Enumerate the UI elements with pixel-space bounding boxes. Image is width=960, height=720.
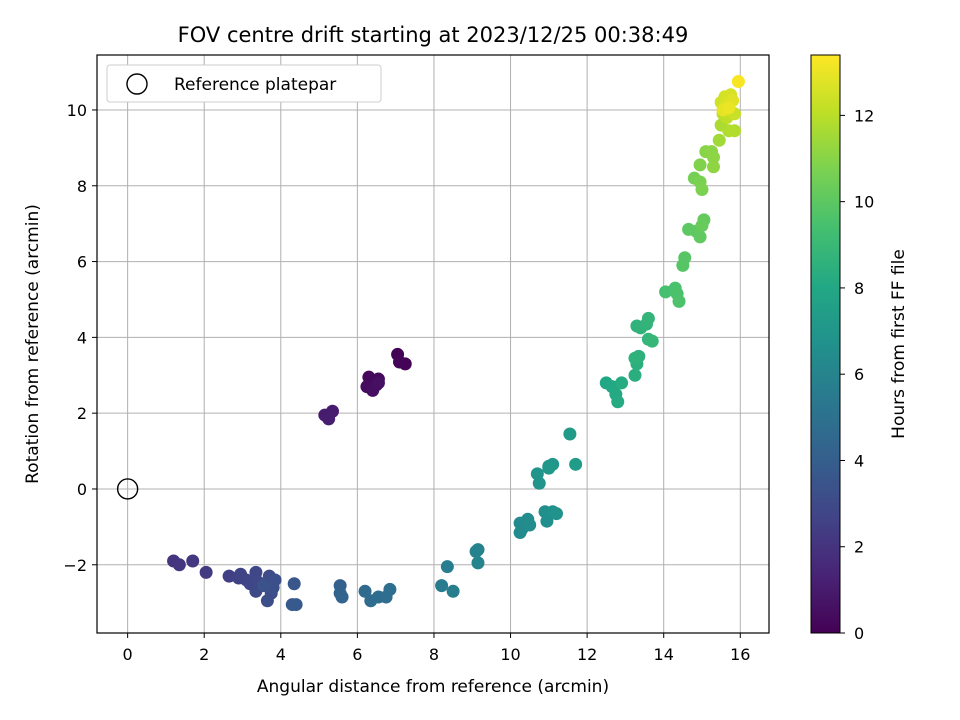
data-point [728, 124, 742, 138]
data-point [712, 133, 726, 147]
data-point [722, 101, 736, 115]
data-point [471, 556, 485, 570]
data-point [260, 594, 274, 608]
data-point [645, 334, 659, 348]
data-point [383, 582, 397, 596]
colorbar-tick-label: 4 [854, 451, 864, 470]
chart-title: FOV centre drift starting at 2023/12/25 … [178, 23, 689, 47]
colorbar-ticks: 0 2 4 6 8 10 12 [840, 106, 874, 643]
y-axis-label: Rotation from reference (arcmin) [23, 204, 43, 484]
data-point [199, 565, 213, 579]
y-tick-label: 4 [77, 328, 87, 347]
data-point [611, 395, 625, 409]
colorbar: 0 2 4 6 8 10 12 Hours from first FF file [810, 54, 909, 643]
data-point [532, 476, 546, 490]
data-point [392, 355, 406, 369]
data-point [628, 368, 642, 382]
data-point [513, 526, 527, 540]
colorbar-tick-label: 12 [854, 106, 874, 125]
data-point [186, 554, 200, 568]
data-point [695, 183, 709, 197]
data-point [540, 514, 554, 528]
colorbar-tick-label: 10 [854, 193, 874, 212]
data-point [549, 507, 563, 521]
data-point [287, 577, 301, 591]
data-point [172, 558, 186, 572]
data-point [706, 150, 720, 164]
data-point [678, 251, 692, 265]
x-tick-label: 2 [199, 645, 209, 664]
data-point [563, 427, 577, 441]
data-point [569, 457, 583, 471]
data-point [695, 219, 709, 233]
x-tick-label: 10 [500, 645, 520, 664]
axis-ticks: 0 2 4 6 8 10 12 14 16 −2 0 2 4 6 8 10 [63, 101, 750, 664]
reference-marker-icon [126, 73, 148, 95]
x-tick-label: 4 [276, 645, 286, 664]
data-point [615, 376, 629, 390]
x-tick-label: 8 [429, 645, 439, 664]
data-point [322, 412, 336, 426]
x-tick-label: 16 [730, 645, 750, 664]
legend-entry-reference: Reference platepar [174, 75, 336, 95]
reference-point-marker [116, 478, 139, 500]
data-point [693, 158, 707, 172]
x-tick-label: 6 [352, 645, 362, 664]
y-tick-label: 8 [77, 177, 87, 196]
y-tick-label: 6 [77, 253, 87, 272]
colorbar-label: Hours from first FF file [889, 249, 909, 439]
grid [97, 55, 769, 633]
data-point [641, 311, 655, 325]
colorbar-tick-label: 6 [854, 365, 864, 384]
y-tick-label: −2 [63, 556, 87, 575]
plot-frame [96, 54, 770, 634]
data-point [446, 584, 460, 598]
legend: Reference platepar [106, 64, 382, 103]
y-tick-label: 10 [67, 101, 87, 120]
y-tick-label: 0 [77, 480, 87, 499]
data-point [335, 590, 349, 604]
data-point [628, 351, 642, 365]
data-point [693, 230, 707, 244]
data-point [706, 160, 720, 174]
data-point [672, 294, 686, 308]
data-points [116, 75, 745, 612]
colorbar-gradient [810, 54, 841, 634]
x-tick-label: 0 [123, 645, 133, 664]
x-tick-label: 14 [654, 645, 674, 664]
x-tick-label: 12 [577, 645, 597, 664]
data-point [435, 579, 449, 593]
colorbar-tick-label: 2 [854, 538, 864, 557]
x-axis-label: Angular distance from reference (arcmin) [257, 677, 609, 697]
y-tick-label: 2 [77, 404, 87, 423]
data-point [257, 579, 271, 593]
data-point [358, 584, 372, 598]
colorbar-tick-label: 0 [854, 624, 864, 643]
legend-box [106, 64, 382, 103]
data-point [523, 518, 537, 532]
data-point [542, 461, 556, 475]
data-point [731, 75, 745, 89]
data-point [440, 560, 454, 574]
data-point [371, 376, 385, 390]
data-point [469, 545, 483, 559]
data-point [289, 598, 303, 612]
colorbar-tick-label: 8 [854, 279, 864, 298]
